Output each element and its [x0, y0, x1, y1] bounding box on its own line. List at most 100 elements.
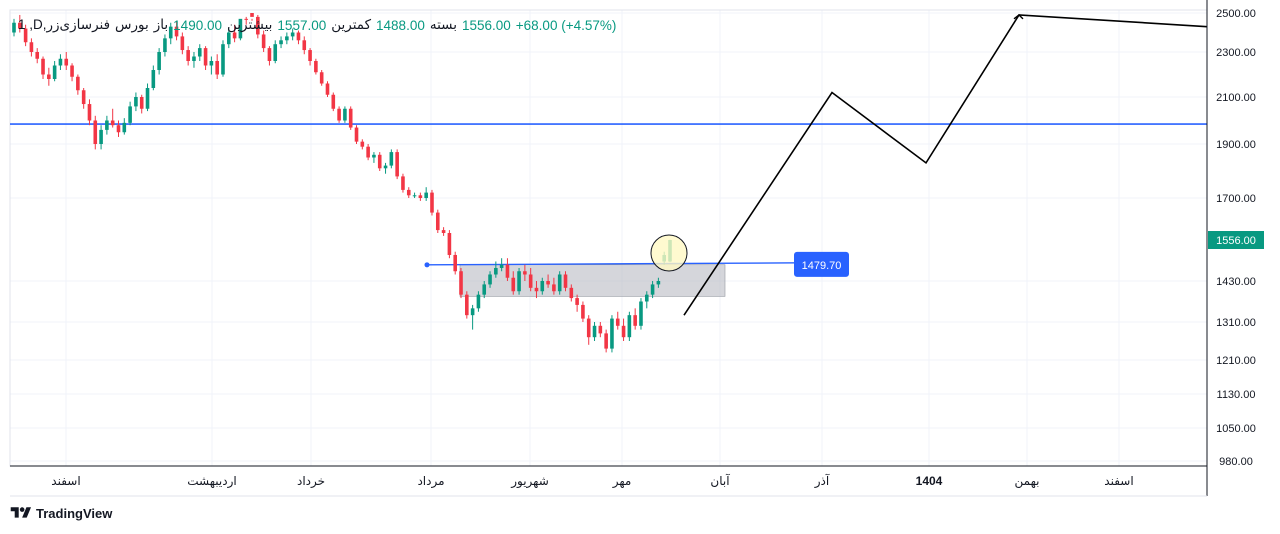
- ray-price-label: 1479.70: [802, 260, 842, 272]
- price-tick-label: 980.00: [1219, 456, 1253, 468]
- candle-body: [76, 76, 80, 91]
- candle-body: [110, 120, 115, 126]
- price-axis[interactable]: 2500.00 2300.00 2100.00 1900.00 1700.00 1556.…: [1206, 0, 1264, 496]
- high-label: بیشترین: [226, 17, 273, 32]
- candle-body: [639, 301, 643, 326]
- candle-body: [331, 94, 336, 109]
- price-tick-label: 2500.00: [1216, 8, 1256, 20]
- candle-body: [505, 264, 510, 278]
- candle-body: [610, 318, 614, 349]
- candle-body: [465, 294, 469, 316]
- open-value: 1490.00: [173, 17, 222, 33]
- candle-body: [256, 16, 260, 35]
- tradingview-brand[interactable]: TradingView: [10, 505, 112, 521]
- candle-body: [285, 36, 289, 41]
- candle-body: [523, 271, 527, 275]
- candle-body: [279, 40, 283, 45]
- candle-body: [633, 315, 637, 326]
- candle-body: [528, 274, 533, 288]
- candle-body: [395, 152, 399, 177]
- price-tick-label: 1430.00: [1216, 276, 1256, 288]
- candle-body: [174, 26, 179, 37]
- candle-body: [488, 274, 492, 285]
- candle-body: [35, 52, 40, 59]
- projection-path-layer: [683, 14, 1208, 316]
- candle-body: [18, 22, 22, 29]
- candle-body: [64, 58, 69, 66]
- candle-body: [81, 90, 86, 105]
- candle-body: [592, 325, 597, 338]
- candle-body: [308, 50, 312, 61]
- time-tick-label: آذر: [814, 473, 830, 489]
- candle-body: [221, 44, 225, 75]
- candle-body: [552, 284, 556, 292]
- candle-body: [52, 65, 57, 79]
- price-tick-label: 1700.00: [1216, 193, 1256, 205]
- candle-body: [581, 304, 585, 319]
- candle-body: [116, 125, 121, 133]
- candle-body: [145, 88, 150, 109]
- candle-body: [598, 325, 603, 334]
- time-tick-label: اسفند: [1104, 474, 1133, 488]
- candle-body: [377, 154, 382, 169]
- time-tick-label: اردیبهشت: [187, 474, 236, 489]
- candle-body: [557, 274, 562, 292]
- candle-body: [453, 254, 458, 272]
- candle-body: [656, 281, 661, 285]
- candle-body: [343, 108, 347, 121]
- candle-body: [273, 44, 278, 61]
- candle-body: [192, 56, 196, 61]
- candle-body: [563, 274, 568, 288]
- candle-body: [348, 108, 353, 128]
- time-axis[interactable]: اسفند اردیبهشت خرداد مرداد شهریور مهر آبان آذر 1…: [10, 465, 1207, 497]
- candle-body: [360, 141, 365, 147]
- candle-body: [354, 127, 359, 142]
- candle-body: [122, 122, 127, 133]
- candle-body: [644, 294, 649, 302]
- time-tick-label: شهریور: [510, 474, 549, 489]
- close-value: 1556.00: [461, 17, 511, 33]
- high-value: 1557.00: [277, 17, 327, 33]
- candle-body: [41, 58, 45, 75]
- highlight-marker-layer: [650, 234, 688, 272]
- candle-body: [250, 13, 254, 17]
- exchange-name: بورس: [115, 17, 149, 32]
- candle-body: [447, 233, 452, 255]
- candle-body: [366, 146, 370, 158]
- candle-body: [226, 32, 231, 45]
- candle-body: [406, 189, 411, 196]
- candle-body: [87, 104, 92, 121]
- candle-body: [58, 58, 63, 66]
- candle-body: [134, 97, 138, 107]
- last-price-tag: [1208, 231, 1264, 249]
- symbol-title[interactable]: 1 ,D,فنرسازی‌زر: [18, 17, 111, 32]
- price-tick-label: 2300.00: [1216, 47, 1256, 59]
- time-tick-label: مرداد: [417, 474, 444, 489]
- candle-body: [12, 22, 16, 33]
- low-label: کمترین: [331, 17, 372, 32]
- candle-body: [105, 120, 109, 130]
- projection-path: [683, 14, 1208, 316]
- candle-body: [418, 195, 423, 198]
- candle-body: [534, 287, 539, 292]
- tradingview-logo-icon: [10, 507, 31, 518]
- candle-body: [424, 192, 428, 198]
- support-zone-box: [459, 264, 726, 297]
- candle-body: [575, 298, 579, 305]
- price-tick-label: 1900.00: [1216, 139, 1256, 151]
- candle-body: [93, 120, 98, 144]
- low-value: 1488.00: [376, 17, 425, 33]
- candle-body: [203, 48, 208, 66]
- candle-body: [569, 287, 574, 299]
- candle-body: [621, 325, 626, 338]
- chart-grid: [9, 9, 1208, 467]
- candle-body: [511, 277, 516, 292]
- candle-body: [615, 318, 620, 326]
- candle-body: [186, 50, 190, 61]
- candle-body: [314, 61, 318, 73]
- price-tick-label: 1130.00: [1217, 389, 1256, 401]
- candle-body: [290, 32, 295, 37]
- ray-price-tag: [794, 251, 849, 277]
- candle-body: [267, 48, 272, 61]
